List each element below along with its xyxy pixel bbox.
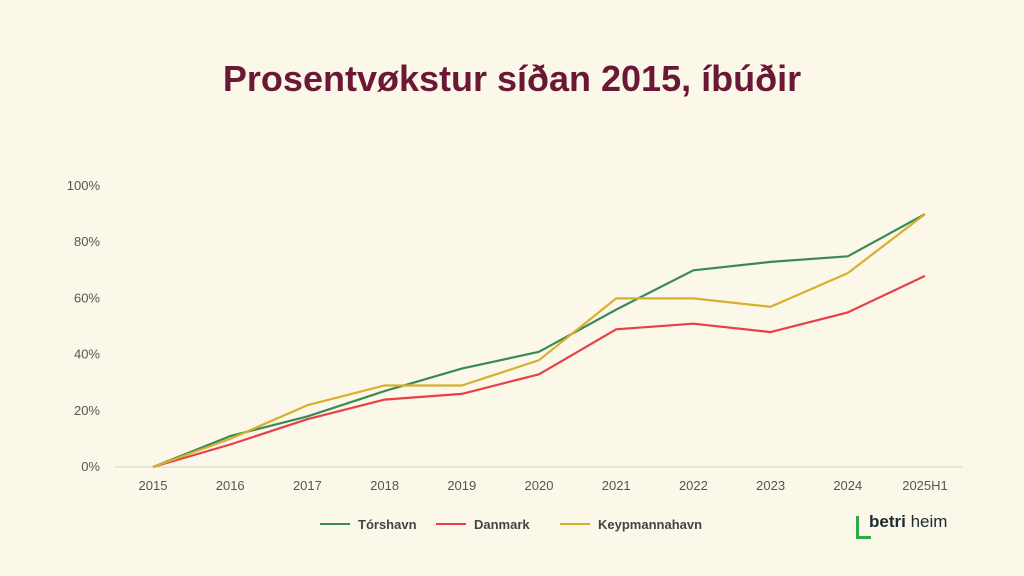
x-tick-label: 2024 [833,478,862,493]
legend-swatch-torshavn [320,523,350,525]
x-tick-label: 2023 [756,478,785,493]
y-tick-label: 80% [74,234,100,249]
x-axis: 2015 2016 2017 2018 2019 2020 2021 2022 2023 2024… [139,478,948,493]
legend-label-keypmannahavn: Keypmannahavn [598,516,703,532]
legend-item-torshavn: Tórshavn [320,512,417,536]
legend-label-danmark: Danmark [474,516,530,532]
x-tick-label: 2022 [679,478,708,493]
logo-text: betri heim [869,512,947,532]
logo-bracket-icon [856,516,871,539]
legend-swatch-keypmannahavn [560,523,590,525]
y-tick-label: 40% [74,347,100,362]
x-tick-label: 2016 [216,478,245,493]
x-tick-label: 2020 [525,478,554,493]
x-tick-label: 2018 [370,478,399,493]
y-tick-label: 20% [74,403,100,418]
logo-text-light: heim [910,512,948,531]
logo-text-bold: betri [869,512,906,531]
legend-item-keypmannahavn: Keypmannahavn [560,512,702,536]
series-line-keypmannahavn [152,213,926,469]
chart-title: Prosentvøkstur síðan 2015, íbúðir [222,58,802,99]
x-tick-label: 2025H1 [902,478,948,493]
x-tick-label: 2019 [447,478,476,493]
x-tick-label: 2017 [293,478,322,493]
x-tick-label: 2021 [602,478,631,493]
legend-swatch-danmark [436,523,466,525]
y-tick-label: 0% [81,459,100,474]
series-line-t-rshavn [152,213,926,469]
y-axis: 0% 20% 40% 60% 80% 100% [67,178,101,474]
betri-heim-logo: betri heim [856,512,966,540]
legend: Tórshavn Danmark Keypmannahavn [0,512,1024,536]
x-tick-label: 2015 [139,478,168,493]
plot-area [152,213,926,469]
legend-label-torshavn: Tórshavn [358,516,417,532]
series-line-danmark [152,274,926,469]
y-tick-label: 60% [74,290,100,305]
y-tick-label: 100% [67,178,101,193]
legend-item-danmark: Danmark [436,512,530,536]
